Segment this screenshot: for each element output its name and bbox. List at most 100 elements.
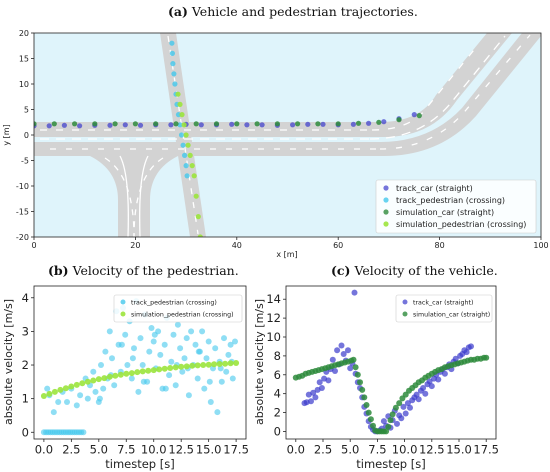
- chart-b-point: [216, 361, 223, 367]
- chart-b-point: [174, 321, 181, 328]
- chart-a-ylabel: y [m]: [2, 124, 11, 145]
- chart-b-point: [207, 399, 214, 405]
- chart-b-point: [229, 375, 236, 382]
- chart-b-point: [109, 355, 115, 362]
- chart-b-point: [55, 399, 62, 405]
- caption-c-text: Velocity of the vehicle.: [354, 263, 498, 278]
- chart-a-point: [72, 121, 78, 127]
- chart-b-point: [123, 370, 130, 377]
- chart-c-point: [380, 418, 387, 425]
- chart-b-xtick-label: 17.5: [223, 443, 249, 457]
- chart-c-point: [345, 347, 351, 354]
- chart-a-point: [169, 50, 175, 57]
- road-t-branch: [90, 156, 178, 237]
- chart-c-point: [407, 404, 413, 411]
- chart-b-point: [100, 385, 107, 392]
- chart-a-point: [183, 132, 189, 138]
- chart-c-point: [310, 389, 317, 396]
- legend-c-marker-track-car: [402, 299, 408, 305]
- chart-a-point: [193, 193, 199, 199]
- chart-b-point: [172, 364, 179, 371]
- chart-c-point: [308, 398, 314, 405]
- chart-b-point: [192, 341, 199, 348]
- chart-a-point: [396, 117, 402, 123]
- chart-b-point: [122, 331, 129, 338]
- chart-a-point: [153, 121, 159, 127]
- chart-c-legend-box: [395, 294, 493, 323]
- chart-a-point: [197, 234, 203, 237]
- caption-a: (a) Vehicle and pedestrian trajectories.: [168, 4, 418, 19]
- chart-b-point: [124, 362, 131, 368]
- chart-a-xtick-label: 40: [232, 241, 242, 250]
- chart-b-point: [181, 355, 188, 362]
- chart-a-xtick-label: 80: [435, 241, 445, 250]
- caption-a-text: Vehicle and pedestrian trajectories.: [191, 4, 418, 19]
- chart-c-point: [404, 400, 411, 407]
- chart-a-point: [122, 122, 128, 128]
- chart-a-point: [173, 121, 179, 127]
- chart-b-point: [44, 385, 51, 392]
- chart-a-point: [34, 121, 37, 127]
- chart-b-point: [96, 395, 103, 402]
- chart-a-point: [51, 121, 57, 127]
- chart-a-point: [376, 119, 382, 125]
- chart-c-point: [398, 415, 405, 422]
- chart-b-point: [183, 335, 190, 342]
- chart-c-point: [338, 342, 345, 349]
- chart-c-point: [394, 420, 400, 427]
- chart-a-xtick-label: 20: [130, 241, 140, 250]
- chart-c-point: [426, 378, 433, 385]
- caption-c: (c) Velocity of the vehicle.: [331, 263, 498, 278]
- chart-c-point: [387, 417, 394, 424]
- chart-a-point: [179, 112, 185, 118]
- chart-b-point: [203, 355, 210, 362]
- chart-b-point: [90, 377, 97, 384]
- chart-c-point: [332, 368, 338, 374]
- chart-b-point: [106, 373, 113, 380]
- legend-b-label-simulation-pedestrian: simulation_pedestrian (crossing): [131, 312, 234, 319]
- chart-c-point: [389, 411, 396, 418]
- chart-c-point: [350, 356, 357, 363]
- chart-b-point: [106, 328, 113, 335]
- chart-b-point: [200, 362, 207, 368]
- chart-b-legend-box: [113, 294, 243, 323]
- chart-b-xtick-label: 5.0: [90, 443, 108, 457]
- chart-b-point: [162, 385, 169, 392]
- chart-a-point: [178, 132, 185, 138]
- chart-b-point: [62, 385, 69, 392]
- chart-b-point: [112, 372, 119, 379]
- legend-a-label-simulation-car: simulation_car (straight): [396, 208, 494, 217]
- chart-a-point: [411, 112, 417, 118]
- chart-c-point: [365, 409, 372, 416]
- legend-a-marker-simulation-pedestrian: [383, 221, 389, 227]
- chart-a-ytick-label: 0: [24, 131, 29, 140]
- chart-c-point: [483, 354, 490, 361]
- chart-a-point: [315, 121, 321, 127]
- chart-b-point: [92, 388, 99, 395]
- chart-b-point: [188, 328, 195, 335]
- chart-b-point: [156, 366, 163, 373]
- chart-b-point: [129, 355, 136, 362]
- chart-b-axes: 0.0 2.5 5.0 7.5 10.0 12.5 15.0 17.5 0 1 2 3 4: [22, 291, 249, 457]
- chart-b-ytick-label: 1: [22, 392, 29, 406]
- caption-a-tag: (a): [168, 4, 188, 19]
- chart-a-point: [177, 101, 183, 107]
- chart-b-point: [205, 361, 212, 368]
- chart-b-series-1: [40, 360, 240, 399]
- chart-b-point: [98, 362, 104, 368]
- chart-b-point: [51, 388, 58, 395]
- chart-b-point: [64, 399, 70, 405]
- legend-a-label-track-car: track_car (straight): [396, 184, 473, 193]
- legend-a-label-simulation-pedestrian: simulation_pedestrian (crossing): [396, 220, 526, 229]
- chart-a-ytick-label: -5: [21, 156, 29, 165]
- chart-b-points: [40, 298, 240, 436]
- chart-b-point: [195, 348, 202, 355]
- chart-c-point: [441, 370, 448, 377]
- chart-b-point: [118, 341, 125, 348]
- chart-c-xtick-label: 12.5: [419, 443, 445, 457]
- chart-b-point: [79, 380, 86, 387]
- chart-b-xtick-label: 7.5: [117, 443, 135, 457]
- chart-a-ytick-label: 5: [24, 105, 29, 114]
- chart-c-xtick-label: 5.0: [341, 443, 359, 457]
- chart-c-point: [452, 355, 459, 362]
